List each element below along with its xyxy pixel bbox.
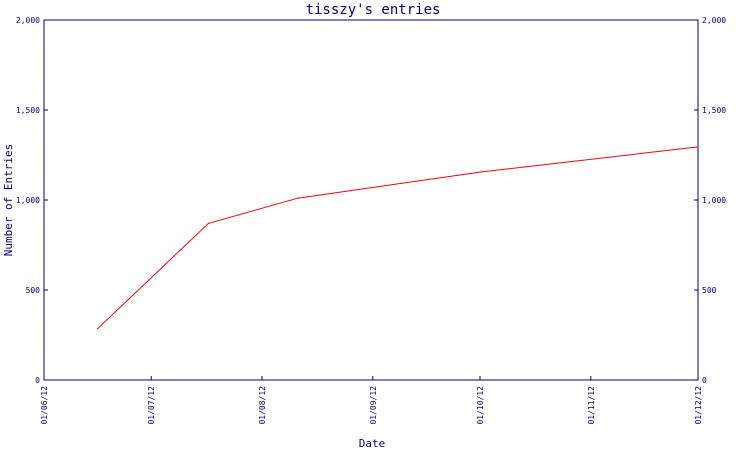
data-point (479, 171, 481, 173)
y-tick-label-left: 1,000 (16, 196, 40, 205)
y-tick-label-right: 1,500 (702, 106, 726, 115)
x-tick-label: 01/12/12 (694, 386, 703, 425)
y-axis-right: 0 500 1,000 1,500 2,000 (694, 16, 726, 385)
y-tick-label-right: 1,000 (702, 196, 726, 205)
y-tick-label-right: 2,000 (702, 16, 726, 25)
x-axis: 01/06/12 01/07/12 01/08/12 01/09/12 01/10/12… (40, 376, 703, 425)
x-tick-label: 01/11/12 (587, 386, 596, 425)
y-tick-label-right: 0 (702, 376, 707, 385)
data-point (207, 222, 209, 224)
series-group (97, 146, 699, 330)
x-tick-label: 01/07/12 (147, 386, 156, 425)
data-point (297, 197, 299, 199)
x-axis-label: Date (359, 437, 386, 450)
y-tick-label-left: 1,500 (16, 106, 40, 115)
chart-title: tisszy's entries (306, 2, 441, 18)
x-tick-label: 01/06/12 (40, 386, 49, 425)
x-tick-label: 01/08/12 (258, 386, 267, 425)
y-tick-label-right: 500 (702, 286, 717, 295)
y-tick-label-left: 500 (26, 286, 41, 295)
x-tick-label: 01/10/12 (476, 386, 485, 425)
y-tick-label-left: 0 (35, 376, 40, 385)
series-line (97, 146, 699, 330)
y-tick-label-left: 2,000 (16, 16, 40, 25)
x-tick-label: 01/09/12 (369, 386, 378, 425)
data-point (97, 328, 99, 330)
y-axis-label: Number of Entries (2, 144, 15, 257)
plot-frame (43, 19, 699, 381)
data-point (697, 146, 699, 148)
y-axis-left: 0 500 1,000 1,500 2,000 (16, 16, 48, 385)
